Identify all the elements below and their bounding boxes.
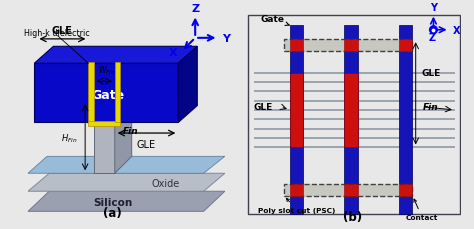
Bar: [290, 184, 303, 196]
Bar: [290, 40, 303, 52]
Text: High-k dielectric: High-k dielectric: [24, 29, 90, 38]
Text: Y: Y: [430, 3, 437, 13]
Text: $W_{Fin}$: $W_{Fin}$: [98, 64, 115, 76]
Text: Contact: Contact: [406, 199, 438, 220]
Text: Y: Y: [222, 34, 230, 44]
Text: Z: Z: [191, 4, 199, 14]
Polygon shape: [28, 191, 225, 211]
Text: GLE: GLE: [422, 69, 441, 78]
Polygon shape: [28, 174, 225, 191]
Text: Fin: Fin: [123, 127, 139, 136]
Bar: [399, 184, 412, 196]
Text: GLE: GLE: [137, 140, 156, 150]
Bar: [399, 40, 412, 52]
Bar: [344, 26, 358, 214]
Bar: [290, 26, 303, 214]
Text: Fin: Fin: [423, 103, 438, 112]
Bar: [290, 73, 303, 148]
Text: Poly slot cut (PSC): Poly slot cut (PSC): [258, 199, 336, 213]
Polygon shape: [35, 64, 178, 123]
Text: GLE: GLE: [254, 103, 273, 112]
Polygon shape: [94, 87, 132, 102]
Text: Gate: Gate: [260, 15, 290, 26]
Circle shape: [429, 27, 438, 34]
Bar: [115, 63, 120, 123]
Bar: [399, 26, 412, 214]
Text: Z: Z: [429, 33, 436, 43]
Bar: [284, 40, 412, 52]
Polygon shape: [106, 157, 225, 174]
Text: Gate: Gate: [92, 89, 125, 102]
Bar: [345, 73, 358, 148]
Polygon shape: [28, 157, 125, 174]
Text: (a): (a): [103, 206, 122, 219]
Polygon shape: [35, 47, 197, 64]
Polygon shape: [115, 87, 132, 174]
Text: GLE: GLE: [52, 26, 73, 35]
Polygon shape: [178, 47, 197, 123]
Text: (b): (b): [343, 210, 362, 223]
Text: X: X: [169, 48, 178, 58]
Bar: [345, 184, 358, 196]
Bar: [345, 40, 358, 52]
Text: Silicon: Silicon: [93, 197, 132, 207]
Bar: [284, 184, 412, 196]
Text: Oxide: Oxide: [151, 178, 180, 188]
Text: $H_{Fin}$: $H_{Fin}$: [61, 131, 78, 144]
Bar: [88, 122, 120, 126]
Bar: [88, 63, 94, 123]
Text: X: X: [453, 26, 461, 35]
Polygon shape: [94, 102, 115, 174]
